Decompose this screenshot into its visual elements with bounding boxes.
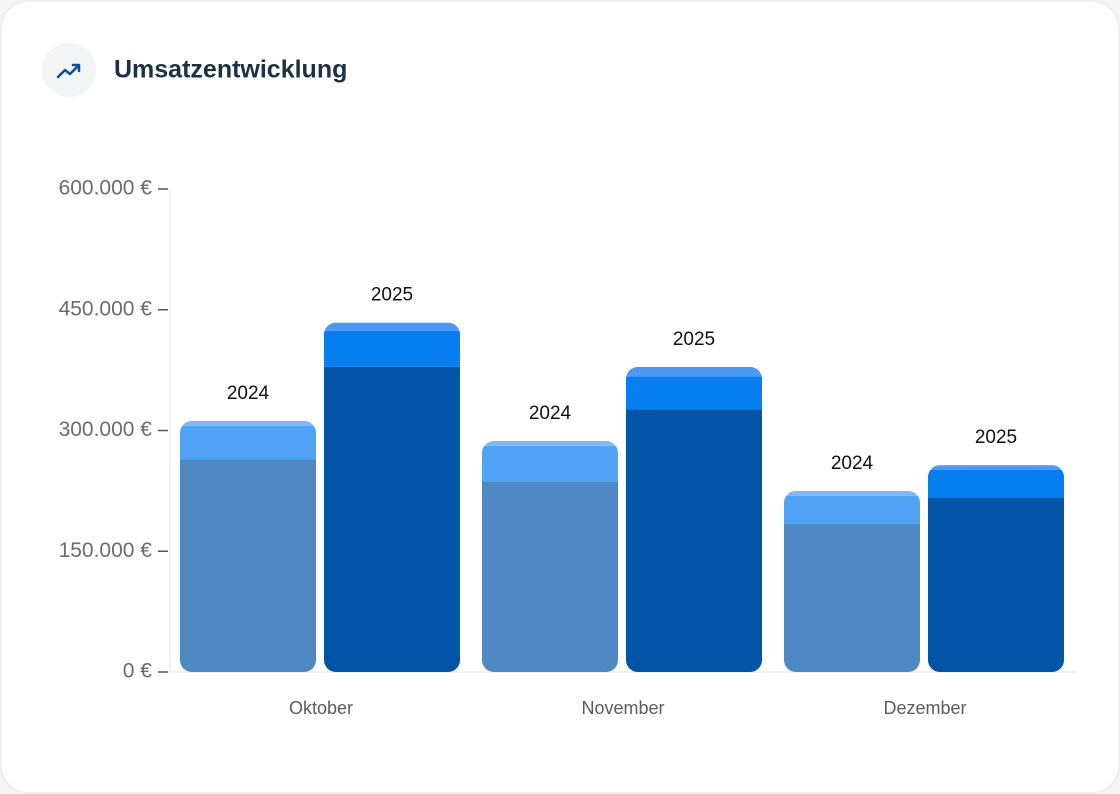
bar-segment — [626, 376, 762, 410]
stack-label: 2025 — [673, 329, 715, 350]
bar-segment — [928, 465, 1064, 470]
bar-segment — [626, 409, 762, 672]
stack-label: 2024 — [831, 453, 874, 474]
bar-group — [482, 440, 618, 672]
bar-segment — [784, 490, 920, 496]
bar-group — [928, 465, 1064, 672]
trend-icon — [56, 63, 81, 79]
bar-segment — [482, 481, 618, 672]
x-tick-label: Oktober — [289, 698, 353, 718]
bar-group — [180, 420, 316, 672]
stack-label: 2025 — [975, 427, 1017, 448]
bar-segment — [324, 322, 460, 331]
bar-segment — [784, 495, 920, 524]
bar-segment — [626, 366, 762, 377]
bar-group — [784, 490, 920, 672]
bar-segment — [928, 497, 1064, 672]
y-tick-label: 150.000 € — [59, 539, 153, 562]
bar-segment — [180, 459, 316, 672]
bar-segment — [784, 523, 920, 672]
bar-segment — [928, 469, 1064, 498]
y-tick-label: 300.000 € — [59, 418, 153, 441]
stack-label: 2025 — [371, 285, 413, 306]
bar-segment — [482, 440, 618, 446]
x-tick-label: November — [581, 698, 664, 718]
bar-group — [324, 322, 460, 672]
y-tick-label: 450.000 € — [59, 297, 153, 320]
stack-label: 2024 — [227, 383, 270, 404]
bar-group — [626, 366, 762, 672]
bar-segment — [482, 445, 618, 482]
bar-segment — [324, 330, 460, 367]
x-tick-label: Dezember — [883, 698, 966, 718]
y-tick-label: 0 € — [123, 660, 153, 683]
bar-segment — [180, 420, 316, 426]
bar-segment — [324, 366, 460, 672]
bar-segment — [180, 425, 316, 460]
icon-bg — [42, 43, 96, 97]
chart-title: Umsatzentwicklung — [114, 56, 347, 84]
stack-label: 2024 — [529, 403, 572, 424]
y-tick-label: 600.000 € — [59, 177, 153, 200]
